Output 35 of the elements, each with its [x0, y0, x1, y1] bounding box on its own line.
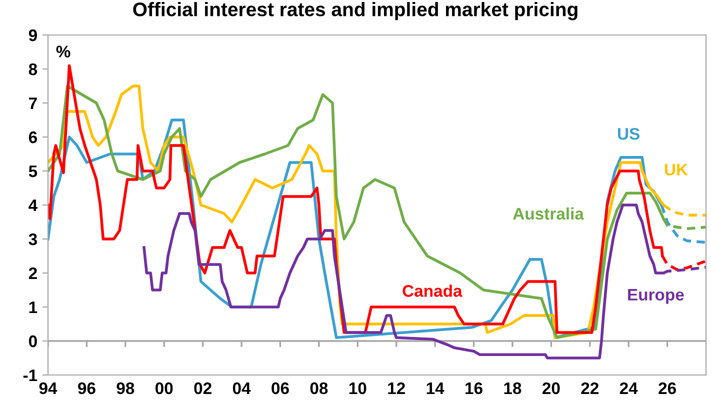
y-tick-label: 6 [28, 131, 37, 144]
x-tick-label: 00 [156, 382, 173, 394]
y-axis-title: % [56, 46, 70, 58]
y-tick-label: 4 [28, 200, 38, 212]
y-tick-label: 1 [29, 302, 38, 314]
chart-title: Official interest rates and implied market pricing [133, 2, 578, 20]
x-tick-label: 12 [388, 382, 405, 394]
y-tick-label: 5 [28, 166, 38, 178]
series-label: Canada [402, 284, 462, 297]
series-label: Europe [628, 288, 684, 304]
x-tick-label: 98 [116, 382, 134, 394]
x-tick-label: 06 [272, 382, 289, 394]
x-tick-label: 94 [39, 382, 58, 394]
x-tick-label: 14 [426, 382, 444, 394]
x-tick-label: 04 [232, 382, 251, 394]
x-tick-label: 26 [658, 382, 676, 394]
y-tick-label: 2 [28, 267, 37, 280]
x-tick-label: 10 [349, 382, 366, 394]
x-tick-label: 16 [466, 382, 482, 394]
y-tick-label: -1 [23, 370, 38, 382]
x-tick-label: 22 [581, 382, 598, 394]
x-tick-label: 96 [78, 382, 96, 394]
x-tick-label: 20 [542, 382, 560, 394]
y-tick-label: 0 [28, 335, 37, 348]
y-tick-label: 8 [28, 63, 38, 76]
y-tick-label: 7 [29, 98, 37, 110]
series-label: Australia [513, 207, 584, 220]
series-label: US [618, 128, 640, 140]
x-tick-label: 18 [504, 382, 522, 394]
x-tick-label: 02 [194, 382, 212, 394]
series-label: UK [664, 164, 688, 176]
x-tick-label: 08 [310, 382, 328, 394]
y-tick-label: 3 [28, 233, 37, 246]
y-tick-label: 9 [28, 29, 37, 42]
x-tick-label: 24 [620, 382, 638, 394]
